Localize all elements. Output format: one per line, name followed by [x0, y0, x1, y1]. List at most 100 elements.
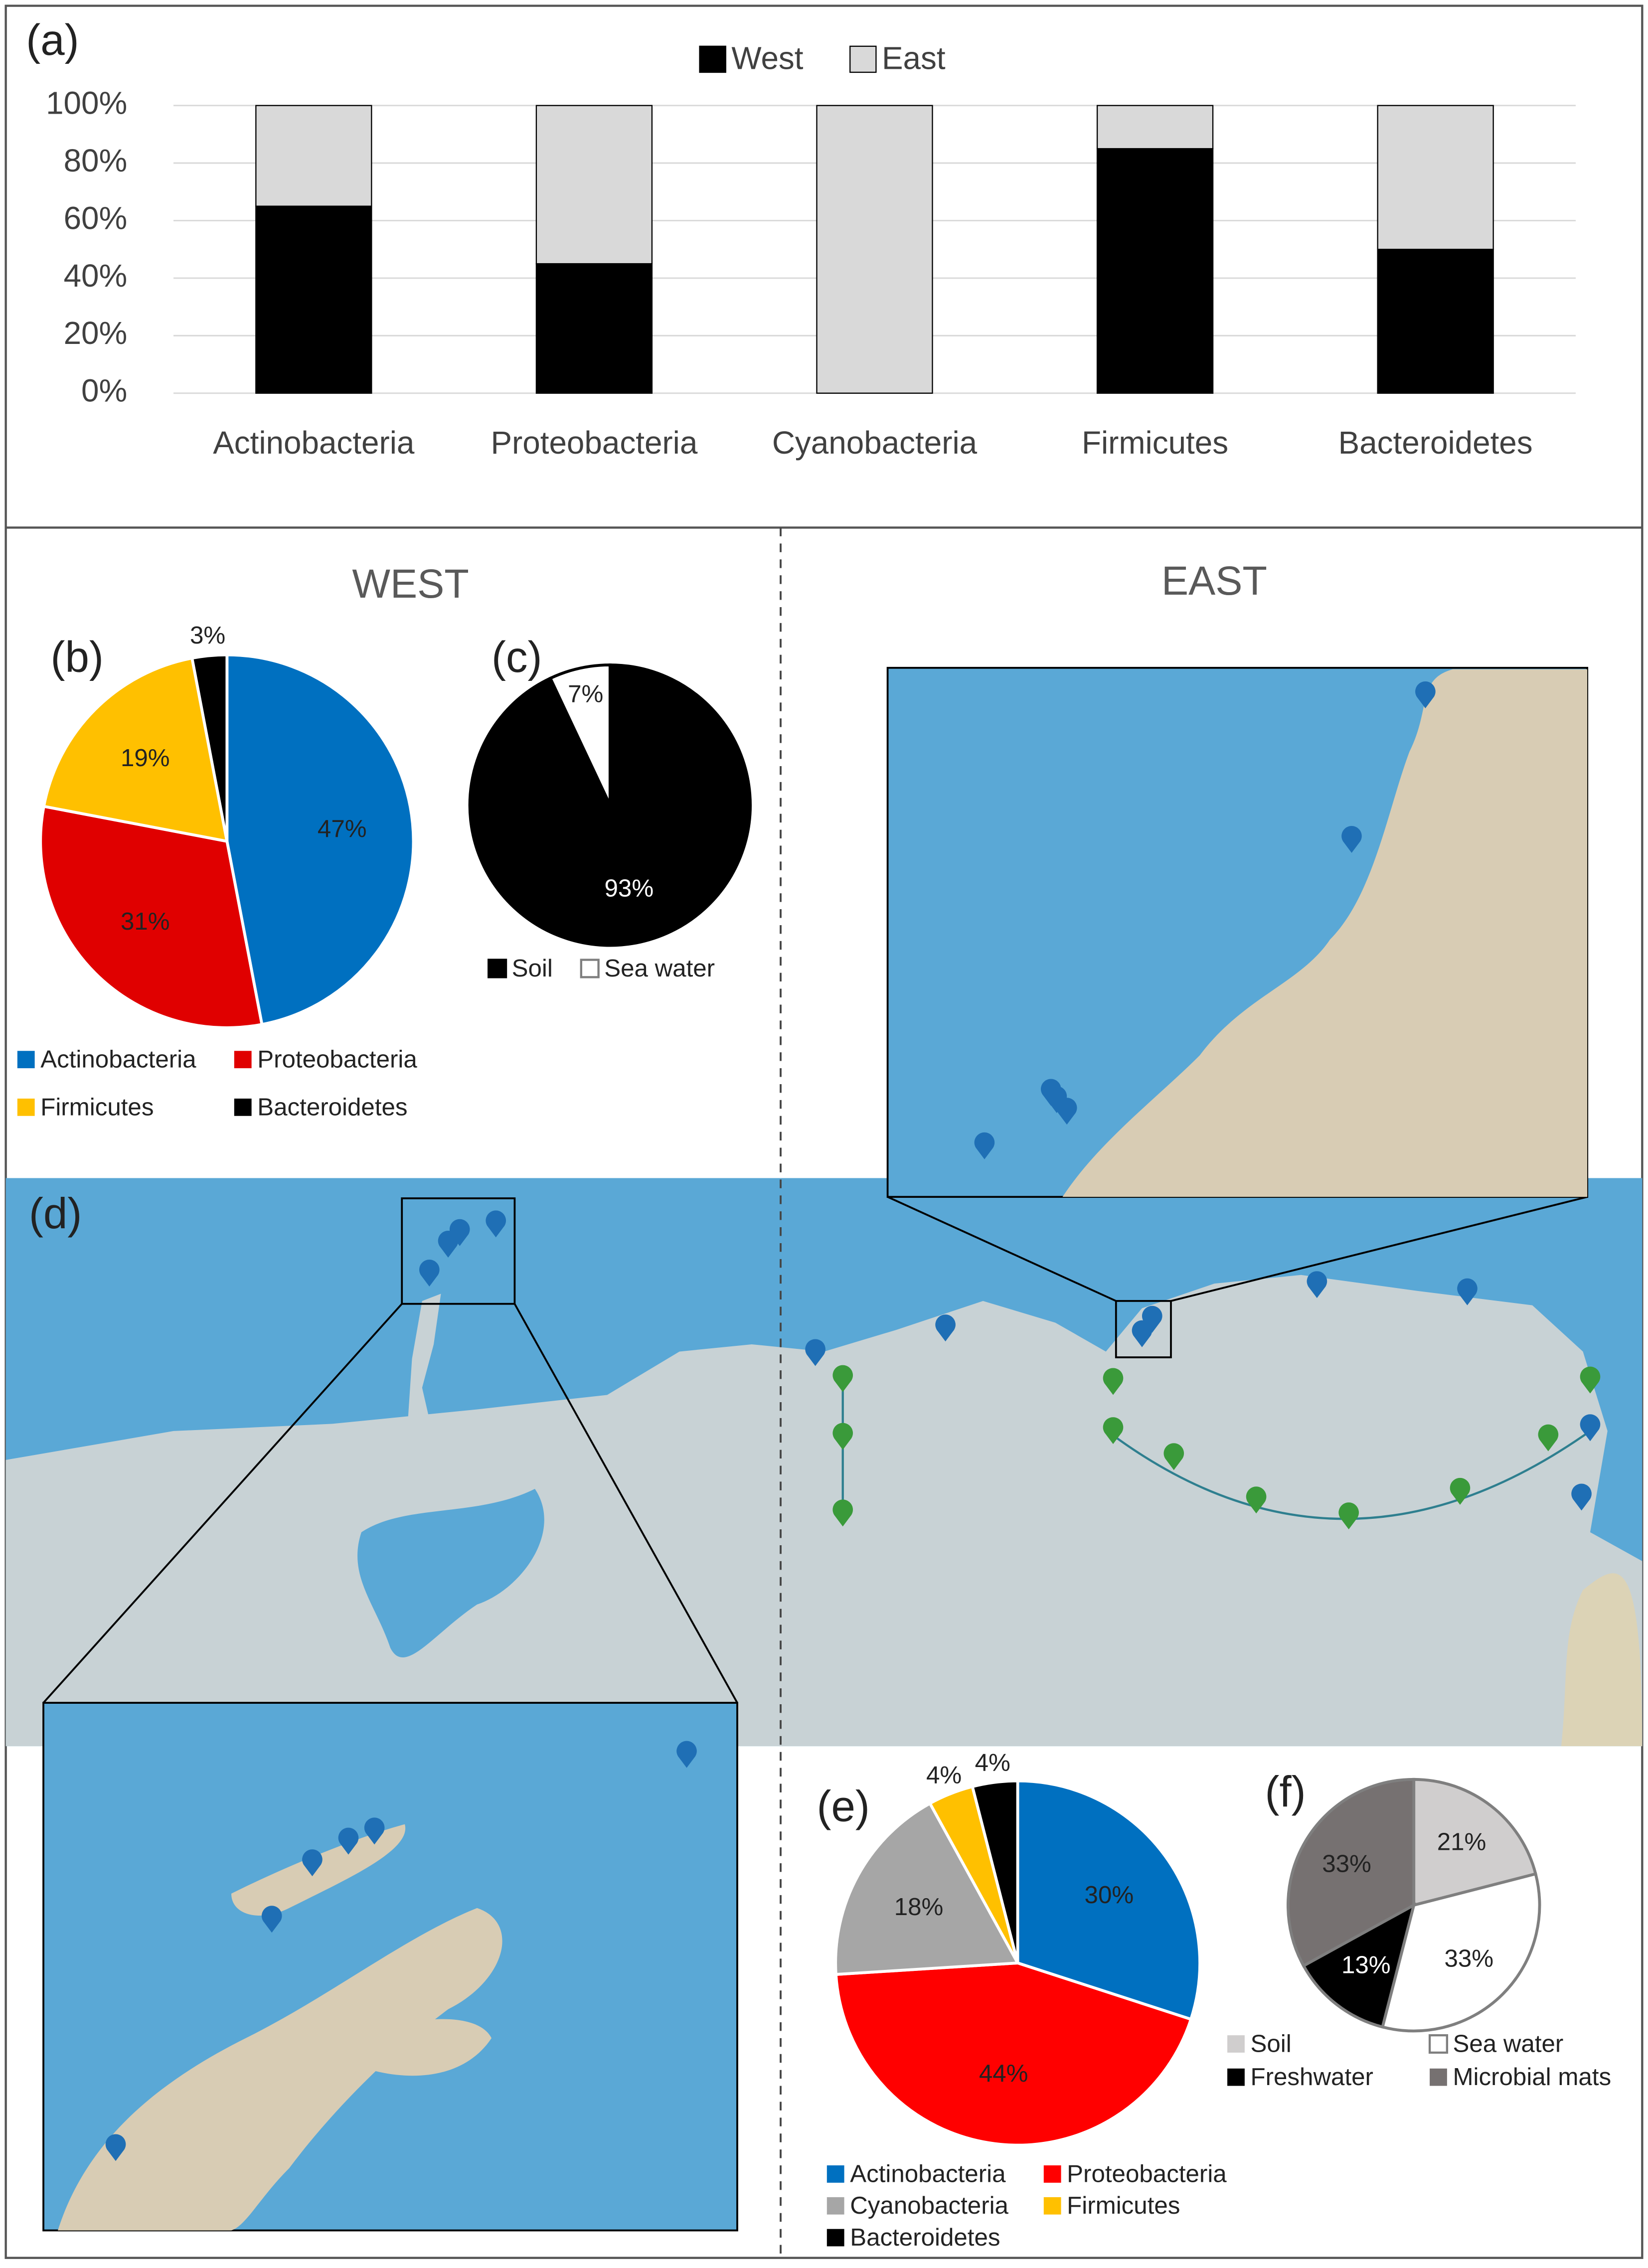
pie-slice — [1302, 1902, 1416, 2029]
pie-slice — [225, 653, 415, 1026]
bar-segment — [535, 105, 653, 265]
inset-land — [58, 1908, 502, 2231]
data-label: 4% — [926, 1761, 962, 1788]
legend-swatch — [826, 2197, 844, 2215]
y-tick-label: 100% — [46, 85, 127, 121]
legend-label: Sea water — [604, 955, 715, 982]
legend-swatch — [849, 45, 877, 73]
legend-label: Soil — [512, 955, 553, 982]
bar-segment — [816, 105, 933, 394]
legend-swatch — [699, 45, 726, 73]
legend-label: Microbial mats — [1453, 2063, 1611, 2091]
legend-swatch — [1428, 2034, 1449, 2054]
bar-segment — [1377, 249, 1494, 394]
coast — [1561, 1573, 1643, 1747]
panel-label: (b) — [51, 633, 104, 681]
zoom-line — [42, 1303, 403, 1704]
inset-land — [1062, 669, 1588, 1197]
legend-swatch — [17, 1098, 35, 1116]
legend-swatch — [1430, 2068, 1447, 2086]
data-label: 93% — [605, 874, 654, 902]
legend-label: West — [731, 40, 803, 76]
bar-segment — [1377, 105, 1494, 250]
y-tick-label: 80% — [64, 143, 128, 178]
legend-label: Sea water — [1453, 2030, 1563, 2057]
panel-label: (a) — [26, 16, 79, 64]
bar-segment — [1096, 148, 1214, 394]
legend-swatch — [488, 959, 507, 978]
legend-swatch — [1043, 2165, 1061, 2183]
inset-island — [231, 1824, 406, 1916]
inset-island — [361, 2019, 492, 2076]
legend-swatch — [1227, 2035, 1245, 2053]
pie-slice — [834, 1801, 1020, 1976]
x-tick-label: Bacteroidetes — [1338, 425, 1533, 461]
pie-slice — [1016, 1779, 1201, 2021]
legend-label: Firmicutes — [1067, 2192, 1180, 2219]
section-title: EAST — [1161, 559, 1267, 604]
pie-slice — [834, 1961, 1193, 2147]
x-tick-label: Actinobacteria — [213, 425, 415, 461]
legend-label: East — [882, 40, 946, 76]
legend-swatch — [826, 2229, 844, 2247]
zoom-box — [1115, 1300, 1172, 1358]
data-label: 13% — [1341, 1951, 1391, 1979]
legend-label: Firmicutes — [40, 1093, 154, 1121]
zoom-line — [887, 1196, 1117, 1302]
panel-label: (e) — [817, 1782, 870, 1831]
peninsula — [407, 1294, 478, 1467]
bar-segment — [1096, 105, 1214, 150]
pie-slice — [1287, 1778, 1416, 1968]
y-tick-label: 20% — [64, 315, 128, 351]
data-label: 33% — [1444, 1945, 1493, 1972]
y-tick-label: 40% — [64, 258, 128, 294]
legend-swatch — [1043, 2197, 1061, 2215]
pie-slice — [548, 663, 612, 806]
panel-label: (d) — [29, 1190, 82, 1238]
section-title: WEST — [352, 562, 469, 607]
west-inset — [42, 1702, 738, 2232]
legend-label: Actinobacteria — [850, 2160, 1006, 2187]
zoom-line — [1170, 1196, 1588, 1302]
legend-label: Bacteroidetes — [257, 1093, 407, 1121]
bar-segment — [535, 263, 653, 394]
pie-slice — [190, 653, 229, 842]
legend-swatch — [1227, 2068, 1245, 2086]
data-label: 33% — [1322, 1850, 1371, 1878]
bay — [357, 1488, 544, 1658]
data-label: 21% — [1437, 1828, 1486, 1856]
x-tick-label: Cyanobacteria — [772, 425, 978, 461]
map: (d) — [5, 1178, 1643, 1747]
pie-slice — [42, 656, 229, 843]
legend-label: Proteobacteria — [257, 1046, 417, 1073]
data-label: 47% — [318, 815, 367, 842]
legend-swatch — [234, 1051, 252, 1069]
data-label: 3% — [190, 622, 225, 649]
zoom-line — [513, 1303, 738, 1704]
pie-slice — [468, 663, 752, 947]
data-label: 31% — [121, 908, 170, 935]
y-tick-label: 0% — [81, 373, 127, 409]
legend-swatch — [580, 959, 600, 978]
legend-label: Cyanobacteria — [850, 2192, 1008, 2219]
panel-label: (c) — [492, 633, 542, 681]
pie-slice — [971, 1779, 1019, 1963]
legend-label: Soil — [1250, 2030, 1291, 2057]
legend-label: Actinobacteria — [40, 1046, 196, 1073]
zoom-box — [401, 1197, 516, 1305]
legend-label: Freshwater — [1250, 2063, 1373, 2091]
data-label: 19% — [121, 744, 170, 772]
legend-label: Bacteroidetes — [850, 2224, 1000, 2251]
legend-label: Proteobacteria — [1067, 2160, 1227, 2187]
data-label: 7% — [568, 680, 603, 708]
legend-swatch — [234, 1098, 252, 1116]
x-tick-label: Firmicutes — [1082, 425, 1228, 461]
x-tick-label: Proteobacteria — [491, 425, 697, 461]
legend-swatch — [826, 2165, 844, 2183]
y-tick-label: 60% — [64, 200, 128, 236]
bar-segment — [255, 105, 372, 207]
bar-segment — [255, 205, 372, 394]
data-label: 18% — [894, 1893, 944, 1921]
